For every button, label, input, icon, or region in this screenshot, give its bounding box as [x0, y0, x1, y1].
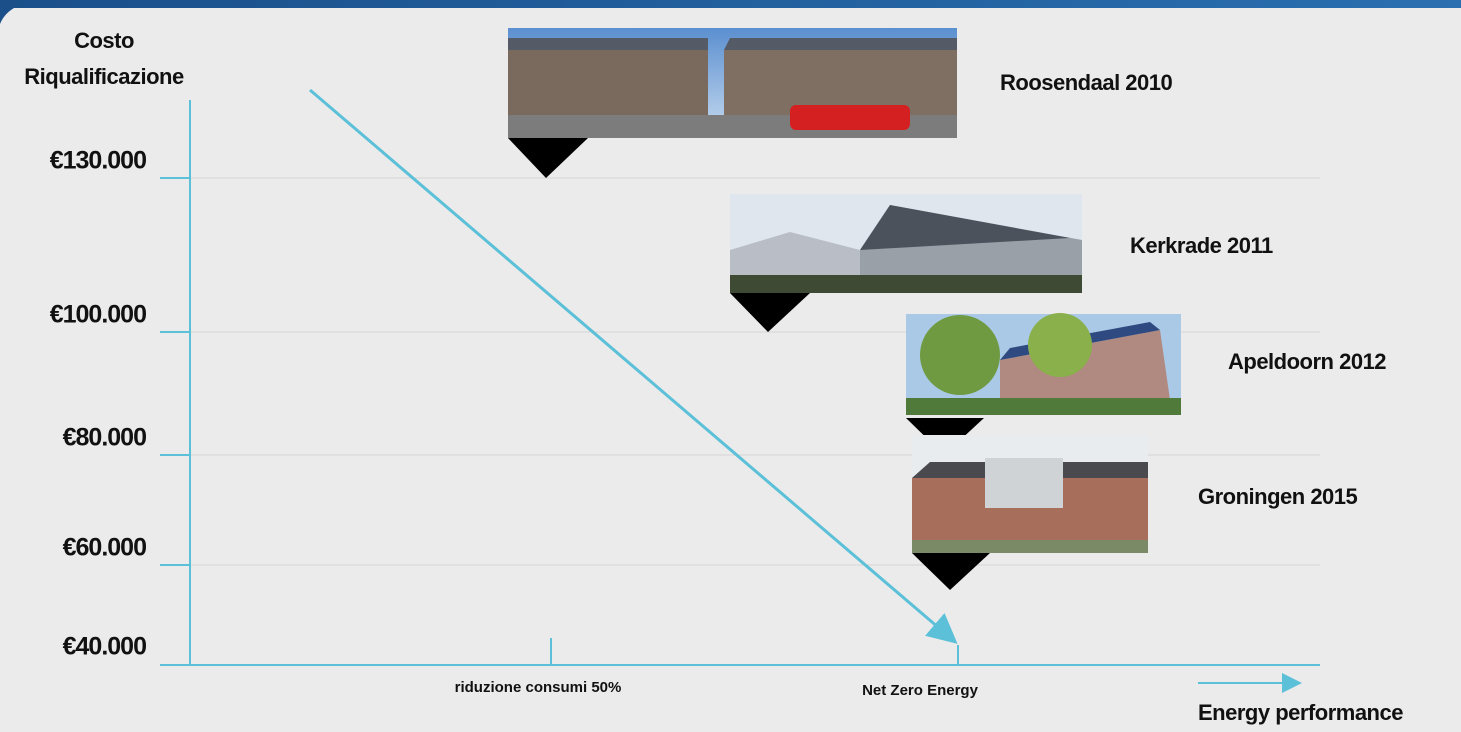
project-label: Groningen 2015: [1198, 484, 1358, 509]
y-tick-label: €40.000: [63, 633, 146, 661]
project-label: Roosendaal 2010: [1000, 70, 1173, 95]
y-tick-label: €60.000: [63, 534, 146, 562]
x-tick-label: riduzione consumi 50%: [455, 679, 622, 696]
pointer: [912, 553, 990, 590]
top-bar: [0, 0, 1461, 8]
y-tick-label: €130.000: [50, 147, 146, 175]
photo: [906, 313, 1181, 415]
x-tick-label: Net Zero Energy: [862, 682, 979, 699]
photo: [912, 435, 1148, 553]
y-title: Riqualificazione: [24, 64, 184, 89]
photo: [508, 28, 957, 138]
x-title: Energy performance: [1198, 700, 1403, 725]
project-label: Kerkrade 2011: [1130, 233, 1273, 258]
photo: [730, 194, 1082, 293]
y-title: Costo: [74, 28, 134, 53]
trend-arrow: [309, 88, 958, 644]
corner: [0, 8, 14, 24]
pointer: [730, 293, 810, 332]
axes: [160, 100, 1320, 666]
project-label: Apeldoorn 2012: [1228, 349, 1386, 374]
y-tick-label: €100.000: [50, 301, 146, 329]
y-tick-label: €80.000: [63, 424, 146, 452]
pointer: [508, 138, 588, 178]
